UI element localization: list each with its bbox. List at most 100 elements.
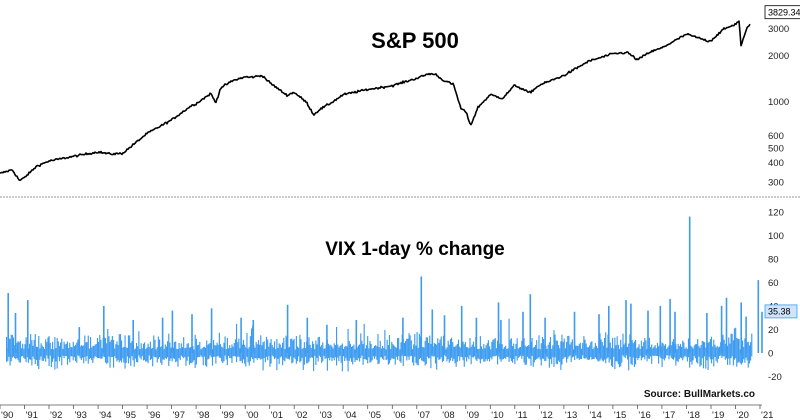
vix-bar bbox=[506, 349, 508, 357]
vix-bar bbox=[339, 345, 341, 356]
vix-bar bbox=[583, 336, 585, 358]
vix-bar bbox=[490, 349, 492, 358]
vix-bar bbox=[650, 347, 652, 357]
vix-bar bbox=[751, 333, 753, 357]
vix-bar bbox=[558, 345, 560, 361]
vix-bar bbox=[297, 346, 299, 362]
vix-bar bbox=[326, 339, 328, 371]
vix-bar bbox=[644, 338, 646, 360]
vix-spike-bar bbox=[240, 317, 242, 353]
vix-bar bbox=[537, 348, 539, 359]
vix-bar bbox=[47, 337, 49, 359]
vix-bar bbox=[126, 347, 128, 357]
vix-bar bbox=[497, 340, 499, 365]
vix-bar bbox=[153, 335, 155, 357]
vix-bar bbox=[593, 347, 595, 359]
vix-bar bbox=[605, 332, 607, 364]
vix-bar bbox=[300, 339, 302, 362]
vix-spike-bar bbox=[286, 304, 289, 353]
vix-bar bbox=[388, 335, 391, 364]
vix-bar bbox=[231, 344, 233, 363]
vix-bar bbox=[375, 345, 377, 357]
vix-bar bbox=[700, 345, 702, 366]
x-tick-label: '10 bbox=[491, 410, 503, 420]
vix-bar bbox=[180, 343, 182, 356]
vix-bar bbox=[409, 335, 411, 357]
vix-bar bbox=[25, 337, 27, 363]
vix-bar bbox=[539, 349, 541, 360]
vix-bar bbox=[106, 343, 108, 364]
vix-bar bbox=[484, 348, 486, 362]
vix-bar bbox=[670, 345, 672, 358]
vix-bar bbox=[429, 335, 431, 359]
vix-bar bbox=[357, 345, 360, 359]
vix-bar bbox=[68, 348, 70, 359]
vix-bar bbox=[391, 341, 393, 359]
vix-bar bbox=[393, 345, 395, 359]
vix-bar bbox=[86, 342, 88, 357]
vix-bar bbox=[288, 346, 291, 360]
vix-bar bbox=[598, 349, 600, 362]
vix-bar bbox=[155, 349, 157, 358]
vix-bar bbox=[618, 348, 621, 368]
vix-bar bbox=[694, 344, 696, 359]
vix-bar bbox=[648, 337, 650, 359]
vix-bar bbox=[324, 348, 326, 359]
vix-bar bbox=[359, 344, 361, 362]
vix-bar bbox=[737, 338, 739, 363]
vix-spike-bar bbox=[497, 302, 500, 353]
vix-bar bbox=[524, 345, 526, 365]
vix-bar bbox=[84, 335, 86, 357]
x-tick-label: '07 bbox=[418, 410, 430, 420]
vix-bar bbox=[631, 340, 633, 366]
vix-bar bbox=[177, 349, 179, 367]
vix-bar bbox=[319, 346, 322, 358]
vix-bar bbox=[399, 349, 401, 362]
vix-bar bbox=[85, 342, 87, 362]
vix-bar bbox=[500, 345, 502, 362]
vix-bar bbox=[400, 342, 402, 363]
vix-bar bbox=[121, 340, 123, 363]
vix-bar bbox=[6, 336, 8, 362]
vix-bar bbox=[394, 346, 396, 365]
sp500-line bbox=[0, 20, 751, 182]
vix-bar bbox=[661, 342, 663, 367]
vix-bar bbox=[653, 346, 655, 357]
vix-bar bbox=[486, 343, 488, 361]
vix-bar bbox=[333, 343, 335, 361]
vix-bar bbox=[116, 341, 118, 362]
vix-bar bbox=[149, 341, 151, 360]
x-tick-label: '90 bbox=[1, 410, 13, 420]
vix-bar bbox=[405, 341, 407, 357]
vix-bar bbox=[564, 348, 567, 358]
vix-bar bbox=[365, 345, 368, 360]
x-tick-label: '95 bbox=[124, 410, 136, 420]
vix-bar bbox=[724, 343, 726, 360]
vix-bar bbox=[415, 345, 417, 363]
vix-bar bbox=[451, 337, 453, 358]
vix-bar bbox=[34, 334, 36, 365]
vix-bar bbox=[361, 340, 363, 356]
vix-bar bbox=[19, 340, 21, 363]
vix-bar bbox=[569, 344, 571, 356]
x-axis: '90 '91 '92 '93 '94 '95 '96 '97 '98 '99 '00 '01 '02 '… bbox=[0, 404, 773, 420]
vix-bar bbox=[133, 349, 135, 367]
vix-bar bbox=[215, 345, 217, 364]
vix-bar bbox=[104, 338, 107, 363]
vix-y-tick-label: 20 bbox=[768, 325, 779, 336]
vix-bar bbox=[57, 341, 59, 357]
x-tick-label: '13 bbox=[565, 410, 577, 420]
vix-bar bbox=[494, 338, 496, 357]
vix-bar bbox=[556, 340, 558, 365]
vix-bar bbox=[342, 349, 345, 357]
vix-spike-bar bbox=[740, 302, 742, 353]
vix-bar bbox=[683, 342, 685, 358]
vix-bar bbox=[616, 336, 618, 362]
vix-bar bbox=[585, 343, 587, 358]
vix-panel: -20020406080100120 35.38 VIX 1-day % cha… bbox=[6, 207, 798, 400]
vix-bar bbox=[150, 348, 153, 359]
vix-last-value: 35.38 bbox=[768, 307, 791, 317]
vix-bar bbox=[594, 343, 596, 358]
vix-bar bbox=[581, 348, 583, 360]
vix-bar bbox=[290, 338, 292, 357]
